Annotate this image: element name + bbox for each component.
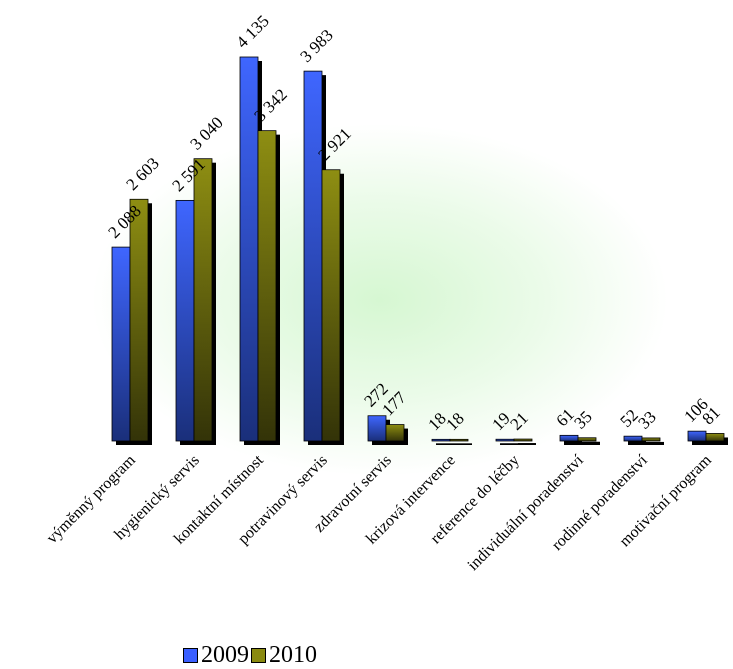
bar-2009-4: [367, 415, 387, 442]
bar-2010-0: [129, 198, 149, 442]
bar-2010-8: [641, 437, 661, 442]
legend: 2009 2010: [183, 641, 317, 669]
bar-2010-2: [257, 130, 277, 442]
bar-shadow: [646, 441, 664, 445]
bar-2009-7: [559, 434, 579, 442]
bar-2010-4: [385, 424, 405, 442]
value-label-2010-1: 3 040: [186, 113, 226, 153]
value-label-2010-7: 35: [570, 407, 595, 432]
bar-2009-1: [175, 199, 195, 442]
value-label-2009-2: 4 135: [232, 11, 272, 51]
bar-2009-8: [623, 435, 643, 442]
category-label-7: individuální poradenství: [465, 451, 588, 574]
legend-label-2010: 2010: [269, 641, 317, 668]
bar-2009-3: [303, 70, 323, 442]
legend-label-2009: 2009: [201, 641, 249, 668]
bar-shadow: [564, 439, 582, 445]
bar-2009-6: [495, 438, 515, 442]
bar-shadow: [454, 443, 472, 445]
bar-2009-9: [687, 430, 707, 442]
bar-2009-0: [111, 246, 131, 442]
legend-item-2009: 2009: [183, 642, 249, 669]
value-label-2009-3: 3 983: [296, 25, 336, 65]
bars-layer: [111, 56, 728, 445]
bar-2010-3: [321, 169, 341, 442]
bar-2009-5: [431, 438, 451, 442]
bar-shadow: [500, 443, 518, 445]
value-label-2010-5: 18: [442, 409, 467, 434]
bar-2010-7: [577, 437, 597, 442]
bar-2010-5: [449, 438, 469, 442]
bar-shadow: [628, 440, 646, 445]
bar-2010-1: [193, 158, 213, 442]
bar-2010-6: [513, 438, 533, 442]
legend-swatch-2009: [183, 647, 198, 663]
value-label-2010-8: 33: [634, 407, 659, 432]
legend-item-2010: 2010: [251, 642, 317, 669]
value-label-2010-0: 2 603: [122, 154, 162, 194]
value-label-2010-6: 21: [506, 408, 531, 433]
bar-shadow: [518, 443, 536, 445]
bar-shadow: [436, 443, 454, 445]
legend-swatch-2010: [251, 647, 266, 663]
bar-2010-9: [705, 433, 725, 442]
bar-shadow: [582, 441, 600, 445]
